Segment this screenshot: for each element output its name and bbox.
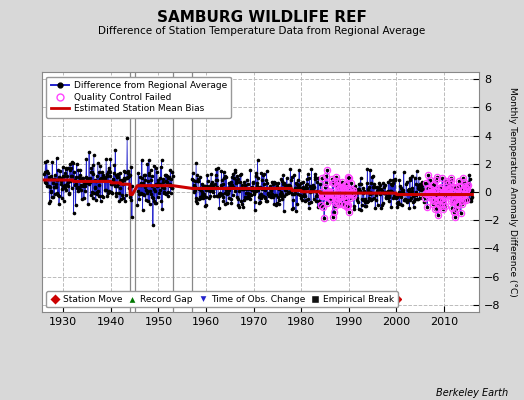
Text: Berkeley Earth: Berkeley Earth <box>436 388 508 398</box>
Text: Difference of Station Temperature Data from Regional Average: Difference of Station Temperature Data f… <box>99 26 425 36</box>
Y-axis label: Monthly Temperature Anomaly Difference (°C): Monthly Temperature Anomaly Difference (… <box>508 87 518 297</box>
Text: SAMBURG WILDLIFE REF: SAMBURG WILDLIFE REF <box>157 10 367 25</box>
Legend: Station Move, Record Gap, Time of Obs. Change, Empirical Break: Station Move, Record Gap, Time of Obs. C… <box>47 291 398 308</box>
